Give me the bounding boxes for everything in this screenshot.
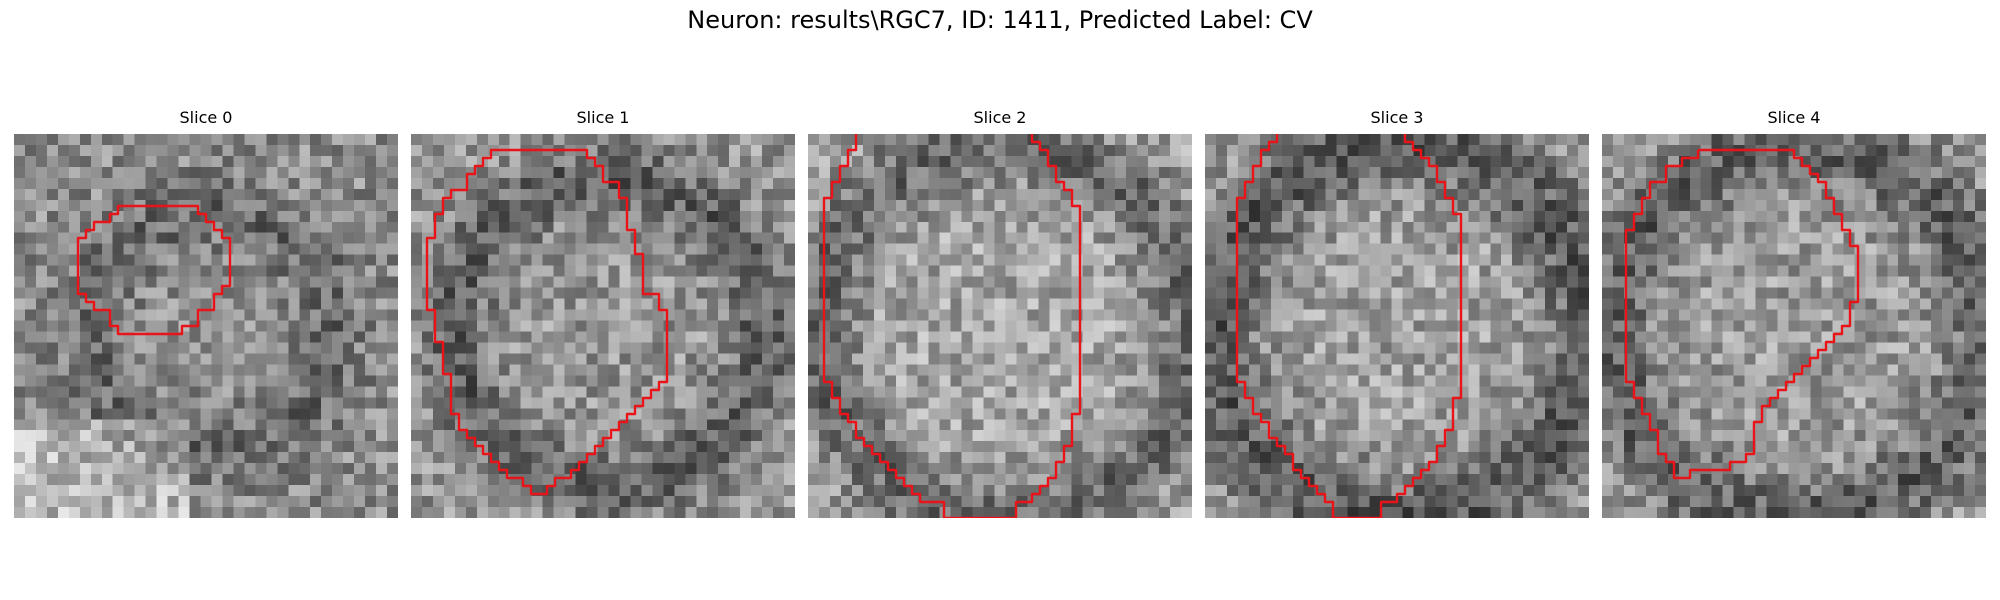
segmentation-contour: [822, 134, 1082, 518]
grayscale-image: [1602, 134, 1986, 518]
panel-title: Slice 2: [973, 108, 1027, 127]
grayscale-image: [1205, 134, 1589, 518]
segmentation-contour: [425, 148, 669, 496]
grayscale-image: [808, 134, 1192, 518]
segmentation-contour: [76, 204, 232, 336]
slice-image-panel: [411, 134, 795, 518]
panel-title: Slice 0: [179, 108, 233, 127]
slice-image-panel: [808, 134, 1192, 518]
figure-title: Neuron: results\RGC7, ID: 1411, Predicte…: [687, 6, 1313, 34]
panel-title: Slice 3: [1370, 108, 1424, 127]
grayscale-image: [14, 134, 398, 518]
slice-image-panel: [14, 134, 398, 518]
panel-title: Slice 4: [1767, 108, 1821, 127]
segmentation-contour: [1624, 148, 1860, 480]
segmentation-contour: [1235, 134, 1463, 518]
grayscale-image: [411, 134, 795, 518]
panel-title: Slice 1: [576, 108, 630, 127]
slice-image-panel: [1205, 134, 1589, 518]
slice-image-panel: [1602, 134, 1986, 518]
